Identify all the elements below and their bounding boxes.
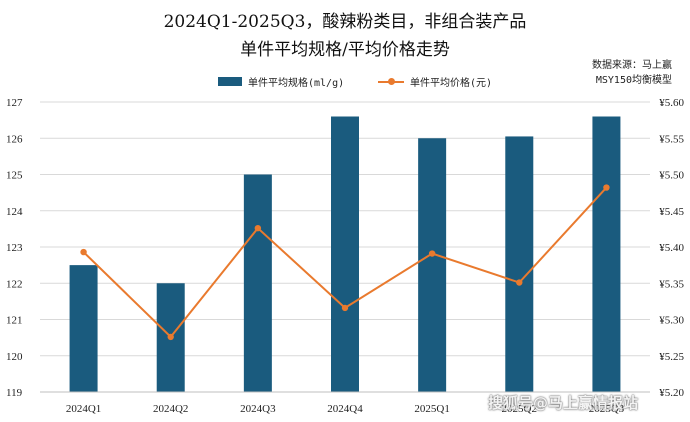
legend-item-bar: 单件平均规格(ml/g) [218,74,344,89]
right-tick-label: ¥5.20 [659,387,684,399]
right-tick-label: ¥5.35 [659,278,684,290]
price-point [428,250,436,257]
x-tick-label: 2025Q3 [589,403,625,415]
x-tick-label: 2025Q1 [414,403,449,415]
left-tick-label: 121 [6,315,23,327]
price-point [80,248,87,256]
right-tick-label: ¥5.60 [659,97,684,109]
bar [505,136,534,392]
price-point [254,224,262,232]
left-tick-label: 126 [6,133,23,145]
legend-swatch-line [378,77,404,86]
bar [592,116,621,392]
price-point [167,333,174,341]
watermark: 搜狐号@马上赢情报站 [488,394,639,412]
legend-label-line: 单件平均价格(元) [410,78,493,89]
price-point [603,184,610,191]
chart-subtitle: 单件平均规格/平均价格走势 [240,40,450,60]
bar [418,138,447,392]
model-note: MSY150均衡模型 [595,75,672,86]
price-point [341,304,349,312]
x-tick-label: 2024Q1 [66,403,101,415]
left-tick-label: 122 [6,278,23,290]
x-tick-label: 2024Q2 [153,403,188,415]
bar [243,174,272,392]
bar [69,265,98,392]
legend-swatch-bar [218,77,242,86]
right-tick-label: ¥5.45 [659,206,684,218]
left-tick-label: 120 [6,351,23,363]
right-tick-label: ¥5.30 [659,315,684,327]
x-tick-label: 2024Q4 [327,403,363,415]
right-tick-label: ¥5.50 [659,170,684,182]
right-tick-label: ¥5.55 [659,133,684,145]
chart-title: 2024Q1-2025Q3，酸辣粉类目，非组合装产品 [163,12,527,32]
left-tick-label: 123 [6,242,23,254]
left-tick-label: 119 [6,387,23,399]
legend-item-line: 单件平均价格(元) [378,74,492,89]
right-tick-label: ¥5.25 [659,351,684,363]
left-tick-label: 125 [6,170,23,182]
left-tick-label: 124 [6,206,23,218]
price-point [516,279,523,286]
bar [331,116,359,392]
x-tick-label: 2024Q3 [240,403,276,415]
x-tick-label: 2025Q2 [502,403,537,415]
legend-label-bar: 单件平均规格(ml/g) [248,78,345,89]
right-tick-label: ¥5.40 [659,242,684,254]
left-tick-label: 127 [6,97,23,109]
source-note: 数据来源：马上赢 [592,60,672,71]
